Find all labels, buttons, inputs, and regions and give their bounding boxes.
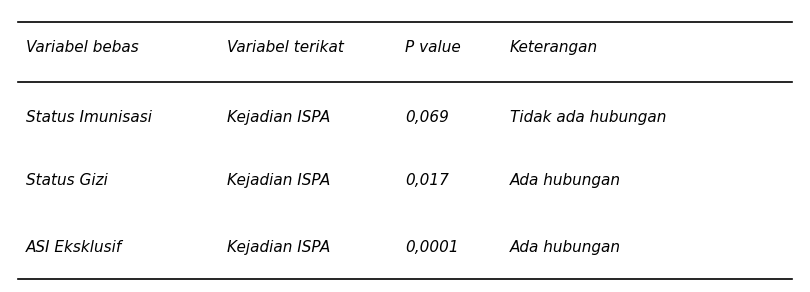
Text: Ada hubungan: Ada hubungan bbox=[510, 240, 621, 255]
Text: Variabel terikat: Variabel terikat bbox=[228, 40, 344, 55]
Text: 0,0001: 0,0001 bbox=[405, 240, 458, 255]
Text: Kejadian ISPA: Kejadian ISPA bbox=[228, 240, 330, 255]
Text: Kejadian ISPA: Kejadian ISPA bbox=[228, 173, 330, 188]
Text: Kejadian ISPA: Kejadian ISPA bbox=[228, 110, 330, 125]
Text: 0,069: 0,069 bbox=[405, 110, 449, 125]
Text: Status Gizi: Status Gizi bbox=[26, 173, 108, 188]
Text: P value: P value bbox=[405, 40, 461, 55]
Text: Keterangan: Keterangan bbox=[510, 40, 598, 55]
Text: Status Imunisasi: Status Imunisasi bbox=[26, 110, 151, 125]
Text: ASI Eksklusif: ASI Eksklusif bbox=[26, 240, 122, 255]
Text: Tidak ada hubungan: Tidak ada hubungan bbox=[510, 110, 667, 125]
Text: Variabel bebas: Variabel bebas bbox=[26, 40, 139, 55]
Text: 0,017: 0,017 bbox=[405, 173, 449, 188]
Text: Ada hubungan: Ada hubungan bbox=[510, 173, 621, 188]
